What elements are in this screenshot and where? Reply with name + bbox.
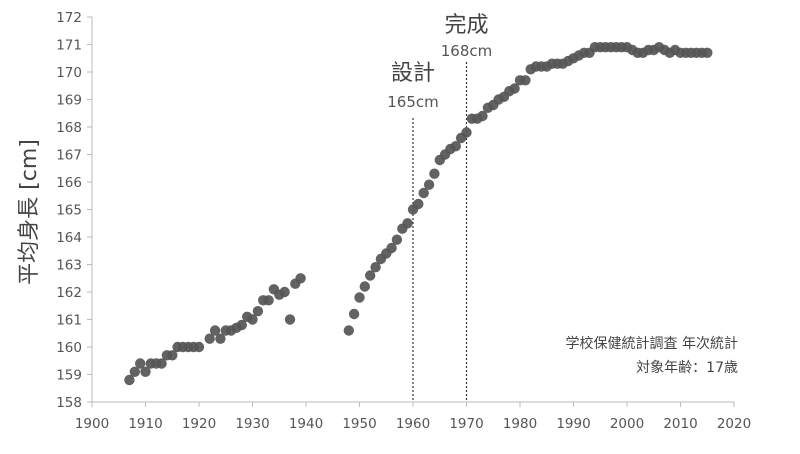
annotation-value: 165cm <box>387 93 439 111</box>
data-point <box>135 358 146 369</box>
annotation-labels: 設計 165cm 完成 168cm <box>387 13 492 111</box>
annotation-guides <box>412 62 468 402</box>
source-note-line-1: 学校保健統計調査 年次統計 <box>566 335 738 352</box>
x-tick-label: 2010 <box>663 416 697 432</box>
data-point <box>702 47 713 58</box>
x-tick-label: 1900 <box>75 416 109 432</box>
data-point <box>140 366 151 377</box>
x-tick-label: 1940 <box>289 416 323 432</box>
data-point <box>167 350 178 361</box>
annotation-title: 設計 <box>391 61 435 86</box>
data-point <box>461 127 472 138</box>
data-point <box>450 141 461 152</box>
y-tick-label: 159 <box>56 368 82 384</box>
data-point <box>348 308 360 320</box>
source-note-line-2: 対象年齢：17歳 <box>636 360 738 376</box>
y-tick-label: 158 <box>56 395 82 411</box>
data-point <box>391 234 403 245</box>
data-point <box>124 374 135 386</box>
data-point <box>343 325 354 336</box>
data-point <box>279 286 290 298</box>
y-tick-label: 172 <box>56 10 82 26</box>
data-point <box>295 273 306 284</box>
data-point <box>418 187 429 199</box>
data-point <box>477 110 488 122</box>
x-tick-label: 2000 <box>610 416 644 432</box>
data-point <box>402 218 413 229</box>
data-point <box>209 325 221 336</box>
y-tick-label: 170 <box>56 65 82 81</box>
data-point <box>129 366 140 377</box>
y-tick-label: 165 <box>56 203 82 219</box>
data-point <box>354 292 365 303</box>
y-tick-label: 166 <box>56 175 82 191</box>
x-tick-label: 1910 <box>128 416 162 432</box>
y-tick-label: 168 <box>56 120 82 136</box>
data-point <box>359 281 370 292</box>
data-point <box>509 83 520 94</box>
data-point <box>193 341 205 353</box>
data-point <box>156 358 167 369</box>
data-point <box>247 314 258 325</box>
x-tick-label: 1960 <box>396 416 430 432</box>
data-point <box>263 295 274 306</box>
x-tick-label: 1990 <box>556 416 590 432</box>
y-tick-label: 160 <box>56 340 82 356</box>
axes: 158 159 160 161 162 163 164 165 166 167 168 169 170 1… <box>56 10 751 432</box>
y-axis-label: 平均身長 [cm] <box>17 139 42 285</box>
data-points <box>124 42 713 386</box>
data-point <box>252 306 264 317</box>
y-tick-label: 169 <box>56 93 82 109</box>
y-tick-label: 163 <box>56 258 82 274</box>
data-point <box>386 242 397 254</box>
y-tick-label: 161 <box>56 313 82 329</box>
x-tick-label: 2020 <box>717 416 751 432</box>
data-point <box>413 198 424 210</box>
data-point <box>520 75 531 86</box>
data-point <box>370 262 381 273</box>
y-tick-label: 167 <box>56 148 82 164</box>
x-tick-label: 1980 <box>503 416 537 432</box>
data-point <box>365 270 376 281</box>
data-point <box>236 319 247 331</box>
annotation-value: 168cm <box>441 42 493 60</box>
data-point <box>423 179 435 190</box>
x-tick-label: 1950 <box>342 416 376 432</box>
y-tick-label: 171 <box>56 38 82 54</box>
data-point <box>284 314 296 325</box>
x-tick-label: 1930 <box>235 416 269 432</box>
y-tick-label: 164 <box>56 230 82 246</box>
data-point <box>204 333 215 344</box>
x-tick-label: 1970 <box>449 416 483 432</box>
data-point <box>429 168 440 179</box>
data-point <box>215 333 226 344</box>
x-tick-label: 1920 <box>182 416 216 432</box>
annotation-title: 完成 <box>444 13 488 38</box>
y-tick-label: 162 <box>56 285 82 301</box>
